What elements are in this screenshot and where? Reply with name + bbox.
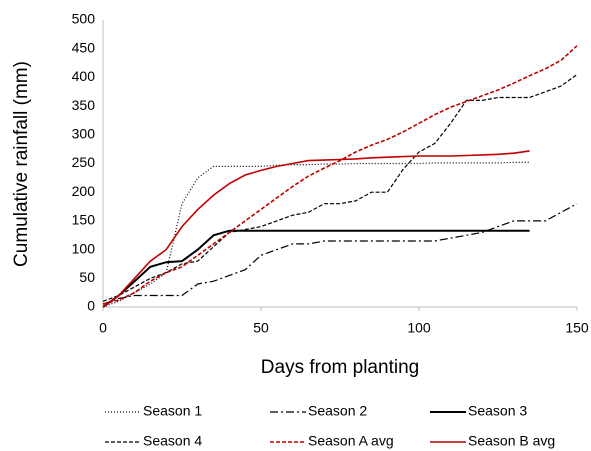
y-axis-title: Cumulative rainfall (mm) xyxy=(11,61,32,267)
x-axis-title: Days from planting xyxy=(261,357,419,378)
x-tick-label: 150 xyxy=(565,320,589,336)
series-line xyxy=(102,45,578,305)
x-tick-label: 50 xyxy=(253,320,269,336)
legend-label: Season A avg xyxy=(308,433,394,449)
y-tick-label: 400 xyxy=(72,68,96,84)
y-tick-label: 350 xyxy=(72,97,96,113)
series-line xyxy=(102,203,578,305)
y-tick-label: 300 xyxy=(72,126,96,142)
series-line xyxy=(102,150,530,308)
series-line xyxy=(102,229,530,308)
series-line xyxy=(102,161,530,308)
y-tick-label: 100 xyxy=(72,240,96,256)
legend-label: Season 3 xyxy=(468,403,527,419)
legend-label: Season B avg xyxy=(468,433,555,449)
legend-label: Season 4 xyxy=(143,433,202,449)
legend-label: Season 1 xyxy=(143,403,202,419)
y-tick-label: 50 xyxy=(79,269,95,285)
legend-label: Season 2 xyxy=(308,403,367,419)
x-tick-label: 0 xyxy=(99,320,107,336)
y-tick-label: 450 xyxy=(72,39,96,55)
x-tick-label: 100 xyxy=(407,320,431,336)
y-tick-label: 200 xyxy=(72,183,96,199)
y-tick-label: 150 xyxy=(72,212,96,228)
y-tick-label: 250 xyxy=(72,154,96,170)
y-tick-label: 500 xyxy=(72,11,96,27)
series-line xyxy=(102,74,578,302)
y-tick-label: 0 xyxy=(87,298,95,314)
